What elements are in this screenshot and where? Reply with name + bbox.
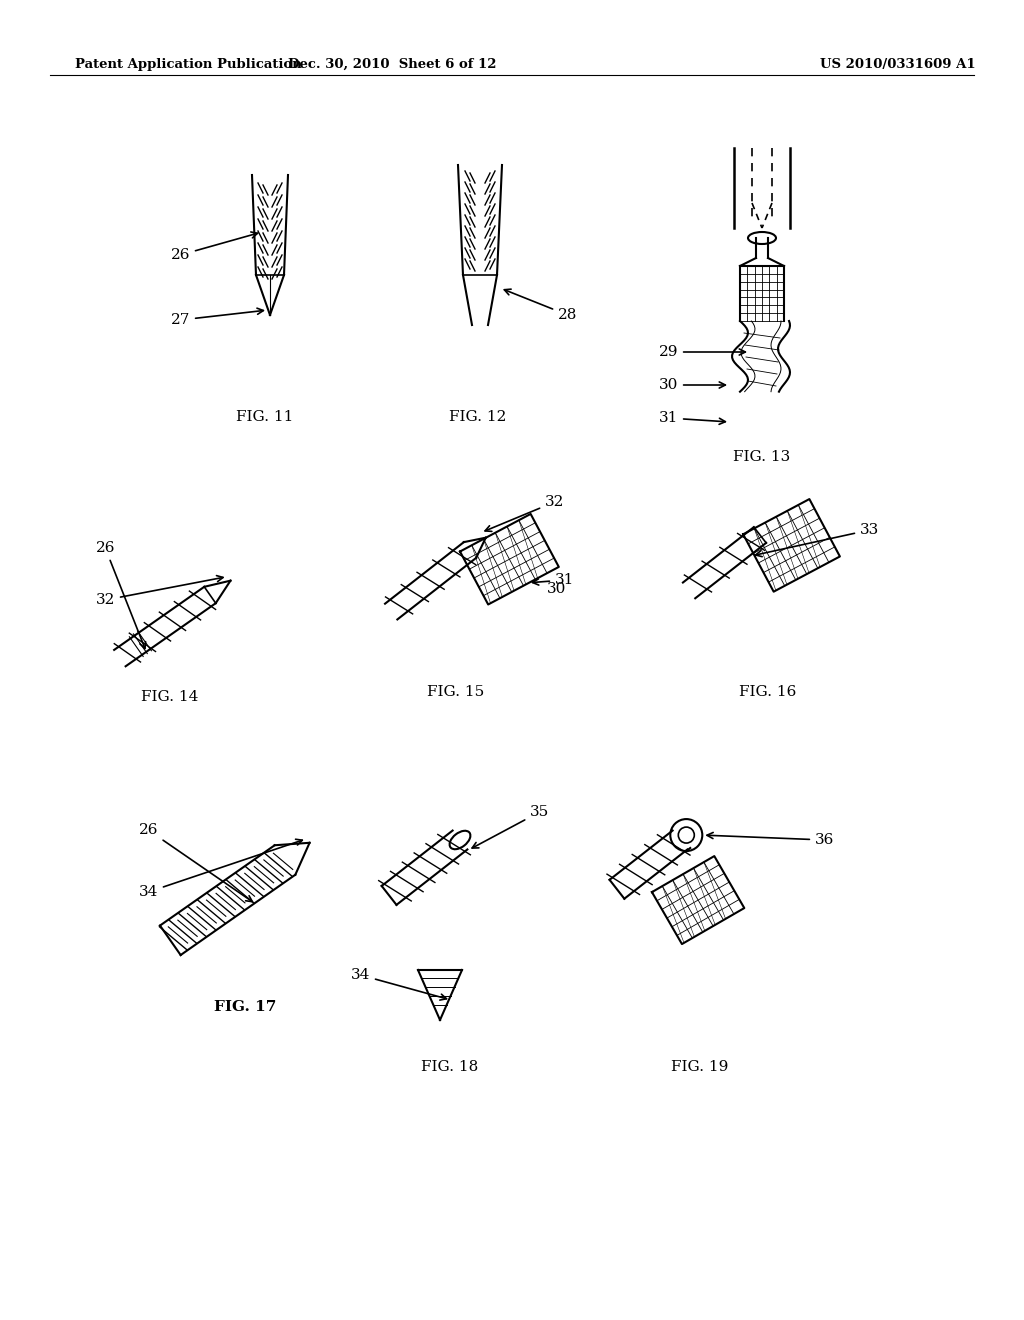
Text: 34: 34 [138, 840, 302, 899]
Text: FIG. 19: FIG. 19 [672, 1060, 729, 1074]
Text: 26: 26 [95, 541, 145, 648]
Text: 32: 32 [485, 495, 564, 532]
Text: 26: 26 [138, 822, 252, 902]
Text: US 2010/0331609 A1: US 2010/0331609 A1 [820, 58, 976, 71]
Text: FIG. 14: FIG. 14 [141, 690, 199, 704]
Text: 27: 27 [171, 308, 263, 327]
Text: 31: 31 [532, 573, 574, 587]
Text: 30: 30 [547, 582, 566, 597]
Text: FIG. 16: FIG. 16 [739, 685, 797, 700]
Text: 26: 26 [171, 232, 257, 261]
Text: 30: 30 [658, 378, 725, 392]
Text: 28: 28 [504, 289, 578, 322]
Text: 31: 31 [658, 411, 725, 425]
Text: Patent Application Publication: Patent Application Publication [75, 58, 302, 71]
Text: 32: 32 [95, 576, 223, 607]
Text: FIG. 17: FIG. 17 [214, 1001, 276, 1014]
Text: 29: 29 [658, 345, 745, 359]
Text: 35: 35 [472, 805, 549, 847]
Text: 36: 36 [707, 833, 835, 847]
Text: FIG. 12: FIG. 12 [450, 411, 507, 424]
Text: FIG. 11: FIG. 11 [237, 411, 294, 424]
Text: 34: 34 [350, 968, 446, 1001]
Text: FIG. 13: FIG. 13 [733, 450, 791, 465]
Text: FIG. 15: FIG. 15 [427, 685, 484, 700]
Text: FIG. 18: FIG. 18 [421, 1060, 478, 1074]
Text: Dec. 30, 2010  Sheet 6 of 12: Dec. 30, 2010 Sheet 6 of 12 [288, 58, 497, 71]
Text: 33: 33 [756, 523, 880, 557]
